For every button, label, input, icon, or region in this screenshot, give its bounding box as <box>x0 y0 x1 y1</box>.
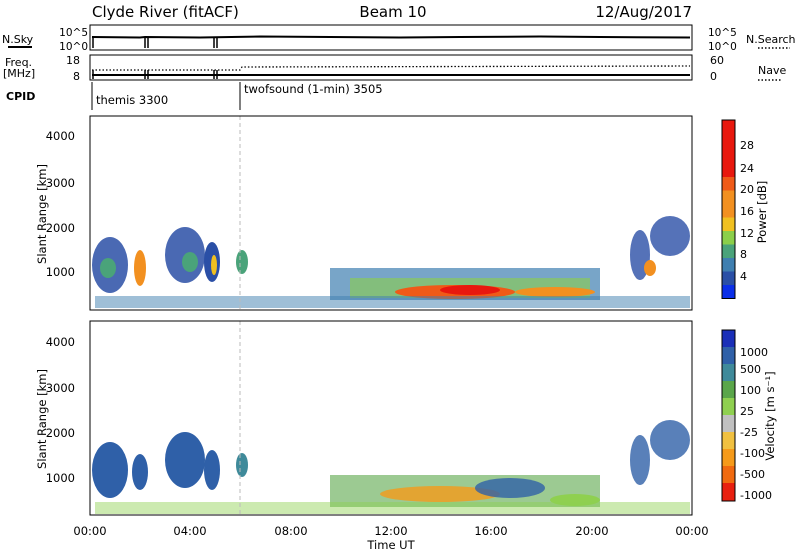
xtick-0800: 08:00 <box>274 524 307 538</box>
velocity-y-axis-label: Slant Range [km] <box>35 369 49 469</box>
nsky-tick-bottom: 10^0 <box>59 41 88 53</box>
date-title: 12/Aug/2017 <box>595 3 692 21</box>
velocity-cbar-tick-100: 100 <box>740 384 761 397</box>
power-cbar-label: Power [dB] <box>755 181 769 244</box>
nsky-label: N.Sky <box>2 33 34 46</box>
freq-dropouts <box>92 70 218 79</box>
power-panel-frame <box>89 115 693 311</box>
cpid-mode-1: themis 3300 <box>96 93 168 107</box>
velocity-cbar-tick-minus100: -100 <box>740 447 765 460</box>
power-cbar-tick-16: 16 <box>740 205 754 218</box>
xtick-2400: 00:00 <box>675 524 708 538</box>
velocity-cbar-label: Velocity [m s⁻¹] <box>763 371 777 460</box>
station-title: Clyde River (fitACF) <box>92 3 239 21</box>
cpid-label: CPID <box>6 90 35 103</box>
freq-label: Freq. <box>5 56 32 69</box>
nsky-tick-top: 10^5 <box>59 27 88 39</box>
power-cbar-tick-24: 24 <box>740 162 754 175</box>
power-ytick-3000: 3000 <box>46 176 75 190</box>
power-ytick-1000: 1000 <box>46 265 75 279</box>
freq-tick-bottom: 8 <box>73 70 80 83</box>
velocity-cbar-tick-minus1000: -1000 <box>740 489 772 502</box>
power-cbar-tick-8: 8 <box>740 248 747 261</box>
xtick-1200: 12:00 <box>374 524 407 538</box>
nave-label: Nave <box>758 64 786 77</box>
power-colorbar <box>721 119 736 299</box>
nave-tick-bottom: 0 <box>710 70 717 83</box>
power-cbar-tick-20: 20 <box>740 183 754 196</box>
nave-tick-top: 60 <box>710 54 724 67</box>
xtick-0000: 00:00 <box>73 524 106 538</box>
xtick-0400: 04:00 <box>173 524 206 538</box>
nsearch-label: N.Search <box>746 33 796 46</box>
velocity-scatter-blobs <box>92 420 690 514</box>
power-ytick-2000: 2000 <box>46 221 75 235</box>
freq-panel <box>89 54 693 81</box>
x-axis-label: Time UT <box>366 538 415 552</box>
freq-tick-top: 18 <box>66 54 80 67</box>
velocity-cbar-tick-1000: 1000 <box>740 346 768 359</box>
freq-unit: [MHz] <box>3 67 35 80</box>
velocity-ytick-4000: 4000 <box>46 335 75 349</box>
xtick-1600: 16:00 <box>474 524 507 538</box>
nave-trace <box>92 65 691 71</box>
nsky-panel <box>89 24 693 51</box>
velocity-panel-frame <box>89 320 693 516</box>
beam-title: Beam 10 <box>359 3 426 21</box>
power-scatter-blobs <box>92 216 690 308</box>
xtick-2000: 20:00 <box>575 524 608 538</box>
power-cbar-tick-4: 4 <box>740 270 747 283</box>
velocity-cbar-tick-minus500: -500 <box>740 468 765 481</box>
power-ytick-4000: 4000 <box>46 129 75 143</box>
power-y-axis-label: Slant Range [km] <box>35 164 49 264</box>
nsky-dropouts <box>92 37 218 48</box>
velocity-cbar-tick-25: 25 <box>740 405 754 418</box>
velocity-ytick-3000: 3000 <box>46 381 75 395</box>
nsearch-tick-top: 10^5 <box>708 27 737 39</box>
velocity-cbar-tick-500: 500 <box>740 363 761 376</box>
velocity-ytick-2000: 2000 <box>46 426 75 440</box>
nsearch-tick-bottom: 10^0 <box>708 41 737 53</box>
power-cbar-tick-28: 28 <box>740 139 754 152</box>
power-cbar-tick-12: 12 <box>740 227 754 240</box>
nsky-trace <box>91 35 691 39</box>
velocity-cbar-tick-minus25: -25 <box>740 426 758 439</box>
velocity-colorbar <box>721 329 736 502</box>
cpid-mode-2: twofsound (1-min) 3505 <box>244 82 383 96</box>
velocity-ytick-1000: 1000 <box>46 471 75 485</box>
